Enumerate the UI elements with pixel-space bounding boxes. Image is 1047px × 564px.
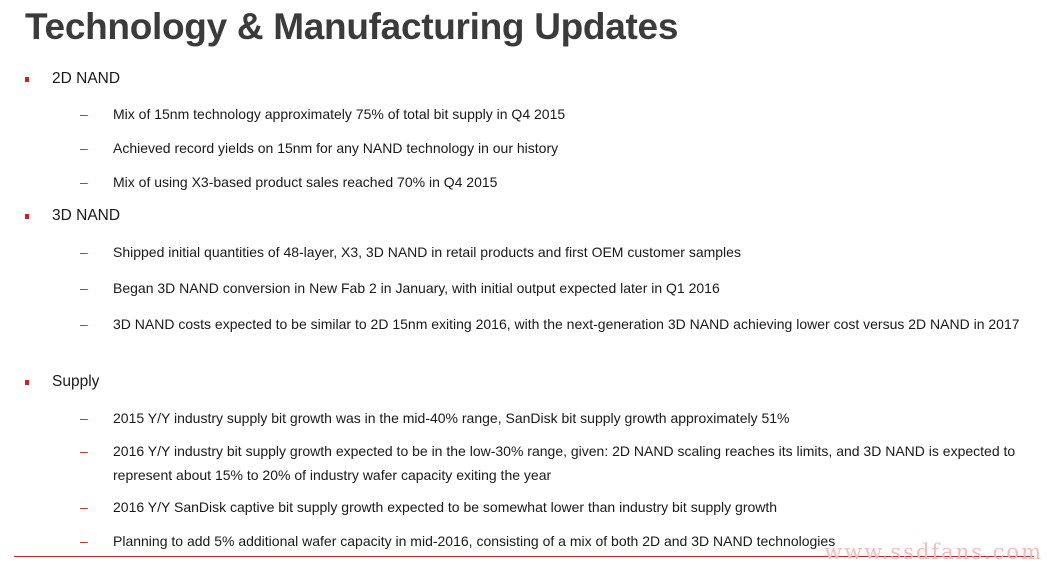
list-item: – Achieved record yields on 15nm for any… (80, 136, 1040, 160)
dash-icon: – (80, 244, 88, 260)
dash-icon: – (80, 443, 88, 459)
dash-icon: – (80, 106, 88, 122)
section-label: 2D NAND (52, 70, 121, 87)
list-item-text: Mix of using X3-based product sales reac… (113, 174, 498, 190)
dash-icon: – (80, 140, 88, 156)
footer-divider (14, 556, 1034, 557)
list-item-text: Shipped initial quantities of 48-layer, … (113, 244, 741, 260)
page-title: Technology & Manufacturing Updates (25, 6, 679, 47)
dash-icon: – (80, 316, 88, 332)
dash-icon: – (80, 280, 88, 296)
list-item: – 2016 Y/Y SanDisk captive bit supply gr… (80, 495, 1040, 519)
list-item-text: 2016 Y/Y industry bit supply growth expe… (113, 443, 1016, 483)
list-item: – Began 3D NAND conversion in New Fab 2 … (80, 276, 1040, 300)
watermark: www.ssdfans.com (824, 540, 1043, 564)
list-item-text: Achieved record yields on 15nm for any N… (113, 140, 559, 156)
list-item-text: Mix of 15nm technology approximately 75%… (113, 106, 566, 122)
list-item-text: 3D NAND costs expected to be similar to … (113, 316, 1020, 332)
section-label: Supply (52, 373, 100, 390)
list-item: – 3D NAND costs expected to be similar t… (80, 312, 1040, 336)
bullet-square-icon (25, 214, 29, 219)
list-item: – 2015 Y/Y industry supply bit growth wa… (80, 406, 1040, 430)
list-item: – 2016 Y/Y industry bit supply growth ex… (80, 439, 1040, 487)
list-item-text: 2016 Y/Y SanDisk captive bit supply grow… (113, 499, 778, 515)
list-item: – Mix of 15nm technology approximately 7… (80, 102, 1040, 126)
bullet-square-icon (25, 77, 29, 82)
dash-icon: – (80, 410, 88, 426)
list-item: – Mix of using X3-based product sales re… (80, 170, 1040, 194)
list-item-text: Planning to add 5% additional wafer capa… (113, 533, 836, 549)
list-item: – Planning to add 5% additional wafer ca… (80, 529, 1040, 553)
list-item-text: Began 3D NAND conversion in New Fab 2 in… (113, 280, 720, 296)
bullet-square-icon (25, 380, 29, 385)
list-item: – Shipped initial quantities of 48-layer… (80, 240, 1040, 264)
section-label: 3D NAND (52, 207, 121, 224)
dash-icon: – (80, 499, 88, 515)
list-item-text: 2015 Y/Y industry supply bit growth was … (113, 410, 790, 426)
dash-icon: – (80, 174, 88, 190)
dash-icon: – (80, 533, 88, 549)
